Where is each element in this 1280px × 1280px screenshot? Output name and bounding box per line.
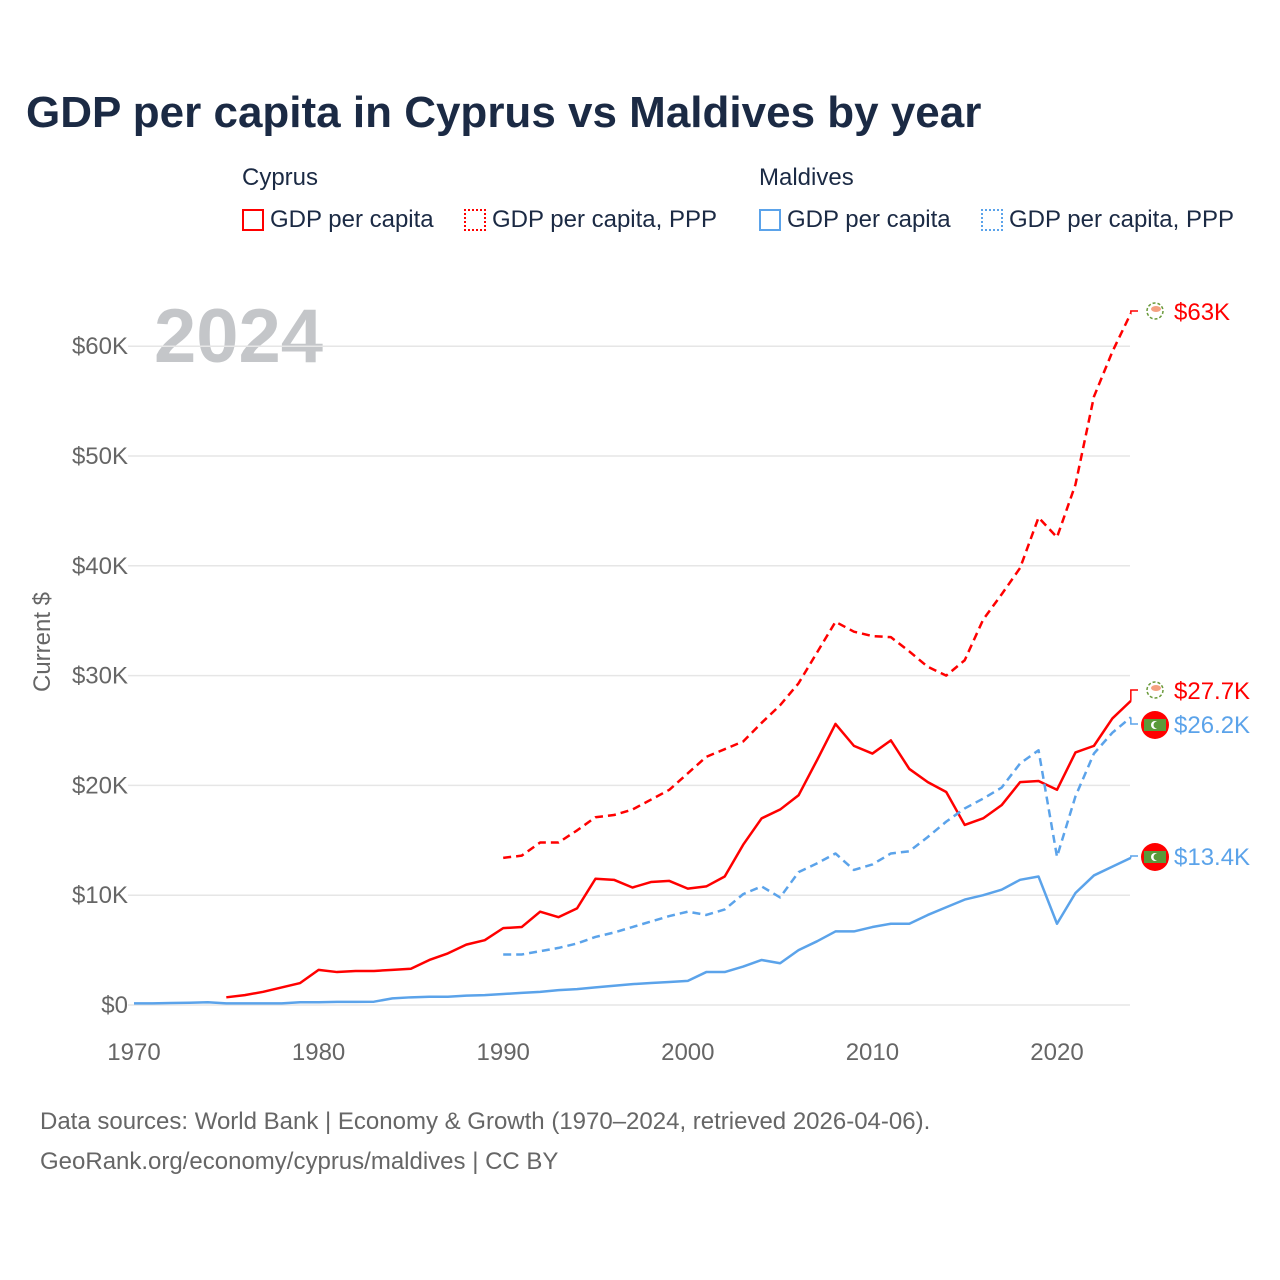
x-tick-label: 2000: [661, 1039, 714, 1066]
swatch-dotted-blue: [981, 209, 1003, 231]
cyprus-island-icon: [1151, 306, 1161, 312]
y-tick-label: $0: [101, 992, 128, 1019]
legend-group-cyprus: Cyprus: [242, 164, 319, 191]
y-axis-label: Current $: [29, 592, 56, 692]
end-value-label: $27.7K: [1174, 678, 1250, 705]
series-line-3: [503, 716, 1132, 956]
y-tick-label: $40K: [72, 553, 128, 580]
end-value-label: $63K: [1174, 299, 1230, 326]
legend-group-maldives: Maldives: [759, 164, 854, 191]
legend-maldives-ppp[interactable]: GDP per capita, PPP: [981, 206, 1234, 234]
end-connector: [1130, 689, 1138, 701]
x-tick-label: 2010: [846, 1039, 899, 1066]
series-line-0: [226, 699, 1132, 999]
legend-cyprus-ppp[interactable]: GDP per capita, PPP: [464, 206, 717, 234]
end-connector: [1130, 717, 1138, 725]
footer-sources: Data sources: World Bank | Economy & Gro…: [40, 1108, 931, 1135]
y-tick-label: $30K: [72, 663, 128, 690]
y-tick-label: $10K: [72, 882, 128, 909]
x-tick-label: 1980: [292, 1039, 345, 1066]
end-connector: [1130, 855, 1138, 858]
series-line-2: [134, 856, 1132, 1005]
y-tick-label: $60K: [72, 333, 128, 360]
crescent-cut: [1153, 721, 1161, 729]
y-tick-label: $50K: [72, 443, 128, 470]
cyprus-island-icon: [1151, 685, 1161, 691]
footer-link[interactable]: GeoRank.org/economy/cyprus/maldives | CC…: [40, 1148, 559, 1175]
series-line-1: [503, 312, 1132, 860]
x-tick-label: 2020: [1030, 1039, 1083, 1066]
year-watermark: 2024: [154, 294, 323, 379]
crescent-cut: [1153, 853, 1161, 861]
end-value-label: $13.4K: [1174, 844, 1250, 871]
legend-label: GDP per capita, PPP: [492, 206, 717, 233]
swatch-solid-blue: [759, 209, 781, 231]
y-tick-label: $20K: [72, 772, 128, 799]
chart-title: GDP per capita in Cyprus vs Maldives by …: [26, 88, 982, 137]
swatch-dotted-red: [464, 209, 486, 231]
x-tick-label: 1990: [477, 1039, 530, 1066]
end-connector: [1130, 310, 1138, 314]
end-value-label: $26.2K: [1174, 712, 1250, 739]
legend-label: GDP per capita: [270, 206, 434, 233]
legend-cyprus-gdp[interactable]: GDP per capita: [242, 206, 434, 234]
x-tick-label: 1970: [107, 1039, 160, 1066]
swatch-solid-red: [242, 209, 264, 231]
legend-maldives-gdp[interactable]: GDP per capita: [759, 206, 951, 234]
legend-label: GDP per capita, PPP: [1009, 206, 1234, 233]
legend-label: GDP per capita: [787, 206, 951, 233]
